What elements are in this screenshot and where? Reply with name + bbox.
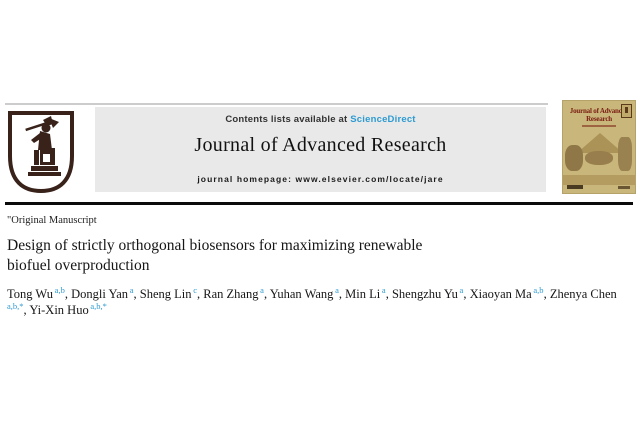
cover-pyramid-shape xyxy=(577,133,623,153)
author: Yi-Xin Huo a,b,* xyxy=(29,300,107,317)
cover-art-shape xyxy=(585,151,613,165)
author: Ran Zhang a xyxy=(203,284,264,301)
homepage-prefix: journal homepage: xyxy=(197,174,296,184)
journal-cover-thumbnail: Journal of Advanced Research xyxy=(562,100,636,194)
author-list: Tong Wu a,b, Dongli Yan a, Sheng Lin c, … xyxy=(7,284,619,317)
author-affiliation-sup: a,b,* xyxy=(88,300,107,311)
article-title: Design of strictly orthogonal biosensors… xyxy=(7,237,423,274)
article-type-label: "Original Manuscript xyxy=(7,215,97,226)
journal-name: Journal of Advanced Research xyxy=(194,134,447,156)
homepage-url[interactable]: www.elsevier.com/locate/jare xyxy=(295,174,444,184)
cover-art-shape xyxy=(565,145,583,171)
author: Tong Wu a,b xyxy=(7,284,65,301)
journal-banner: Contents lists available at ScienceDirec… xyxy=(95,107,546,192)
publisher-logo xyxy=(7,110,75,194)
author: Zhenya Chen a,b,* xyxy=(7,284,619,311)
cover-emblem-icon xyxy=(621,104,632,118)
contents-line: Contents lists available at ScienceDirec… xyxy=(95,114,546,125)
cover-subtitle-bar xyxy=(582,125,616,127)
cover-art-ground xyxy=(563,175,635,185)
cover-title: Journal of Advanced Research xyxy=(569,107,629,123)
cover-art-shape xyxy=(618,137,632,171)
sciencedirect-link[interactable]: ScienceDirect xyxy=(350,114,416,125)
elsevier-mark xyxy=(567,185,583,189)
cover-issn-mark xyxy=(618,186,630,189)
author-affiliation-sup: a,b xyxy=(52,284,65,295)
author: Sheng Lin c xyxy=(139,284,197,301)
author-affiliation-sup: a,b xyxy=(531,284,544,295)
author-affiliation-sup: a xyxy=(380,284,386,295)
author-affiliation-sup: a xyxy=(258,284,264,295)
author: Min Li a xyxy=(345,284,386,301)
author: Shengzhu Yu a xyxy=(391,284,464,301)
author: Yuhan Wang a xyxy=(269,284,339,301)
top-divider xyxy=(5,103,548,105)
contents-prefix: Contents lists available at xyxy=(225,114,351,125)
author-affiliation-sup: a xyxy=(333,284,339,295)
author-affiliation-sup: a xyxy=(128,284,134,295)
header-divider xyxy=(5,202,633,205)
author: Dongli Yan a xyxy=(71,284,134,301)
homepage-line: journal homepage: www.elsevier.com/locat… xyxy=(95,174,546,184)
author-affiliation-sup: c xyxy=(191,284,197,295)
author-affiliation-sup: a,b,* xyxy=(7,284,619,311)
cover-illustration xyxy=(563,127,635,193)
author-affiliation-sup: a xyxy=(457,284,464,295)
shield-scribe-icon xyxy=(8,111,74,194)
author: Xiaoyan Ma a,b xyxy=(469,284,544,301)
